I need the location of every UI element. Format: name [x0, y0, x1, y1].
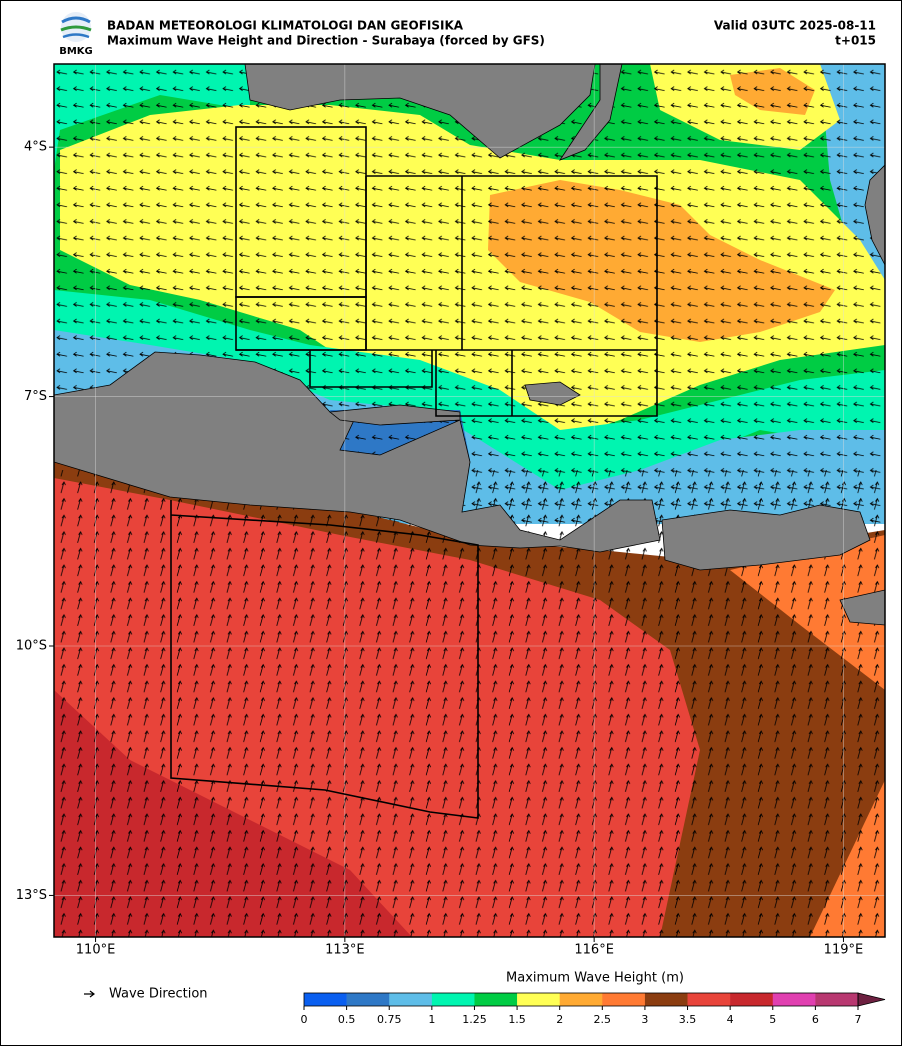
colorbar-segment [730, 993, 774, 1006]
zone-boxes [170, 126, 658, 819]
colorbar-label: Maximum Wave Height (m) [506, 971, 684, 986]
logo: BMKG [59, 12, 93, 57]
colorbar-segment [431, 993, 475, 1006]
colorbar-tick-label: 4 [727, 1013, 734, 1026]
colorbar-segment [687, 993, 731, 1006]
colorbar-tick-label: 1.25 [462, 1013, 487, 1026]
colorbar-segment [389, 993, 433, 1006]
legend-text: Wave Direction [109, 987, 208, 1002]
colorbar-frame [303, 992, 859, 1007]
map-frame [53, 63, 886, 938]
colorbar-tick-label: 7 [855, 1013, 862, 1026]
colorbar-segment [644, 993, 688, 1006]
colorbar-tick-label: 0.5 [338, 1013, 356, 1026]
lead-time: t+015 [835, 34, 876, 48]
x-tick-label: 110°E [76, 943, 116, 958]
colorbar-tick-label: 3 [641, 1013, 648, 1026]
colorbar-segment [474, 993, 518, 1006]
colorbar-segment [304, 993, 347, 1006]
y-tick-label: 4°S [24, 140, 47, 155]
colorbar-segment [815, 993, 859, 1006]
logo-text: BMKG [59, 46, 93, 57]
colorbar-segment [346, 993, 390, 1006]
title: Maximum Wave Height and Direction - Sura… [107, 34, 545, 48]
axes: 110°E 113°E 116°E 119°E 4°S 7°S 10°S 13°S [16, 140, 864, 958]
colorbar-tick-label: 6 [812, 1013, 819, 1026]
colorbar-tick-label: 3.5 [679, 1013, 697, 1026]
agency: BADAN METEOROLOGI KLIMATOLOGI DAN GEOFIS… [107, 19, 464, 33]
y-tick-label: 13°S [16, 888, 47, 903]
land [54, 64, 885, 626]
colorbar-segment [772, 993, 816, 1006]
colorbar-tick-label: 2 [556, 1013, 563, 1026]
colorbar-tick-label: 0 [301, 1013, 308, 1026]
colorbar: 0 0.5 0.75 1 1.25 1.5 2 2.5 3 3.5 4 5 6 7 [301, 992, 886, 1026]
colorbar-segment [517, 993, 560, 1006]
x-tick-label: 119°E [824, 943, 864, 958]
valid-time: Valid 03UTC 2025-08-11 [714, 19, 876, 33]
y-tick-label: 7°S [24, 389, 47, 404]
colorbar-segment [602, 993, 646, 1006]
x-tick-label: 113°E [325, 943, 365, 958]
map-body [54, 64, 885, 937]
wave-arrows-south [54, 470, 885, 937]
colorbar-tick-label: 1.5 [508, 1013, 526, 1026]
y-tick-label: 10°S [16, 639, 47, 654]
colorbar-tick-label: 2.5 [594, 1013, 612, 1026]
grid [54, 64, 885, 937]
colorbar-tick-label: 5 [769, 1013, 776, 1026]
x-tick-label: 116°E [574, 943, 614, 958]
colorbar-tick-label: 0.75 [377, 1013, 402, 1026]
direction-legend: Wave Direction [84, 987, 208, 1002]
colorbar-segment [559, 993, 603, 1006]
colorbar-tick-label: 1 [428, 1013, 435, 1026]
